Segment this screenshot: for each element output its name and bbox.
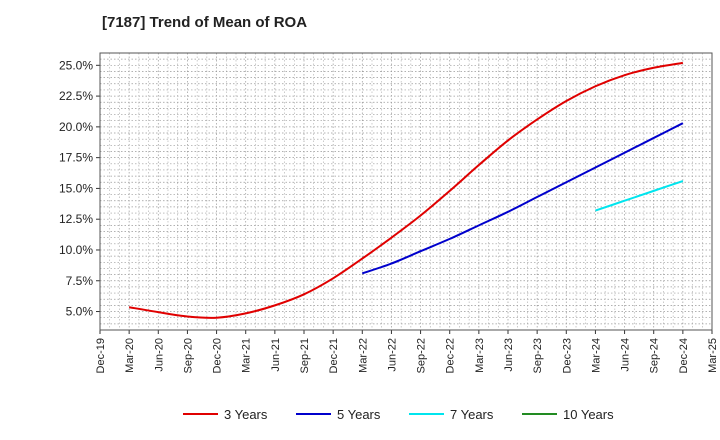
x-tick-label: Dec-23 xyxy=(561,338,573,373)
x-tick-label: Jun-20 xyxy=(153,338,165,372)
chart-title: [7187] Trend of Mean of ROA xyxy=(102,14,308,31)
legend-label: 10 Years xyxy=(563,407,614,422)
x-tick-label: Dec-19 xyxy=(95,338,107,373)
legend-label: 5 Years xyxy=(337,407,381,422)
x-tick-label: Jun-21 xyxy=(270,338,282,372)
series-line-3-years xyxy=(128,61,684,319)
y-tick-label: 22.5% xyxy=(59,89,93,103)
series-line-7-years xyxy=(595,180,684,212)
x-tick-label: Sep-24 xyxy=(649,338,661,373)
y-tick-label: 17.5% xyxy=(59,151,93,165)
y-tick-label: 12.5% xyxy=(59,212,93,226)
x-tick-label: Sep-21 xyxy=(299,338,311,373)
legend: 3 Years 5 Years 7 Years 10 Years xyxy=(183,407,614,422)
x-tick-label: Mar-24 xyxy=(590,338,602,373)
x-tick-label: Sep-23 xyxy=(532,338,544,373)
y-tick-label: 10.0% xyxy=(59,243,93,257)
x-tick-label: Jun-23 xyxy=(503,338,515,372)
y-tick-label: 20.0% xyxy=(59,120,93,134)
x-tick-label: Dec-20 xyxy=(212,338,224,373)
x-tick-label: Jun-22 xyxy=(386,338,398,372)
x-tick-label: Mar-20 xyxy=(124,338,136,373)
x-tick-label: Mar-21 xyxy=(241,338,253,373)
x-tick-label: Sep-20 xyxy=(182,338,194,373)
legend-label: 3 Years xyxy=(224,407,268,422)
x-tick-label: Dec-21 xyxy=(328,338,340,373)
legend-label: 7 Years xyxy=(450,407,494,422)
x-tick-label: Jun-24 xyxy=(620,338,632,372)
x-tick-label: Mar-25 xyxy=(707,338,719,373)
x-tick-label: Mar-23 xyxy=(474,338,486,373)
x-tick-label: Dec-22 xyxy=(445,338,457,373)
x-tick-label: Mar-22 xyxy=(357,338,369,373)
series-line-5-years xyxy=(361,122,684,275)
y-tick-label: 15.0% xyxy=(59,181,93,195)
x-tick-label: Sep-22 xyxy=(416,338,428,373)
y-tick-label: 25.0% xyxy=(59,58,93,72)
x-tick-label: Dec-24 xyxy=(678,338,690,373)
y-tick-label: 7.5% xyxy=(66,274,94,288)
plot-frame xyxy=(99,52,713,331)
y-tick-label: 5.0% xyxy=(66,305,94,319)
